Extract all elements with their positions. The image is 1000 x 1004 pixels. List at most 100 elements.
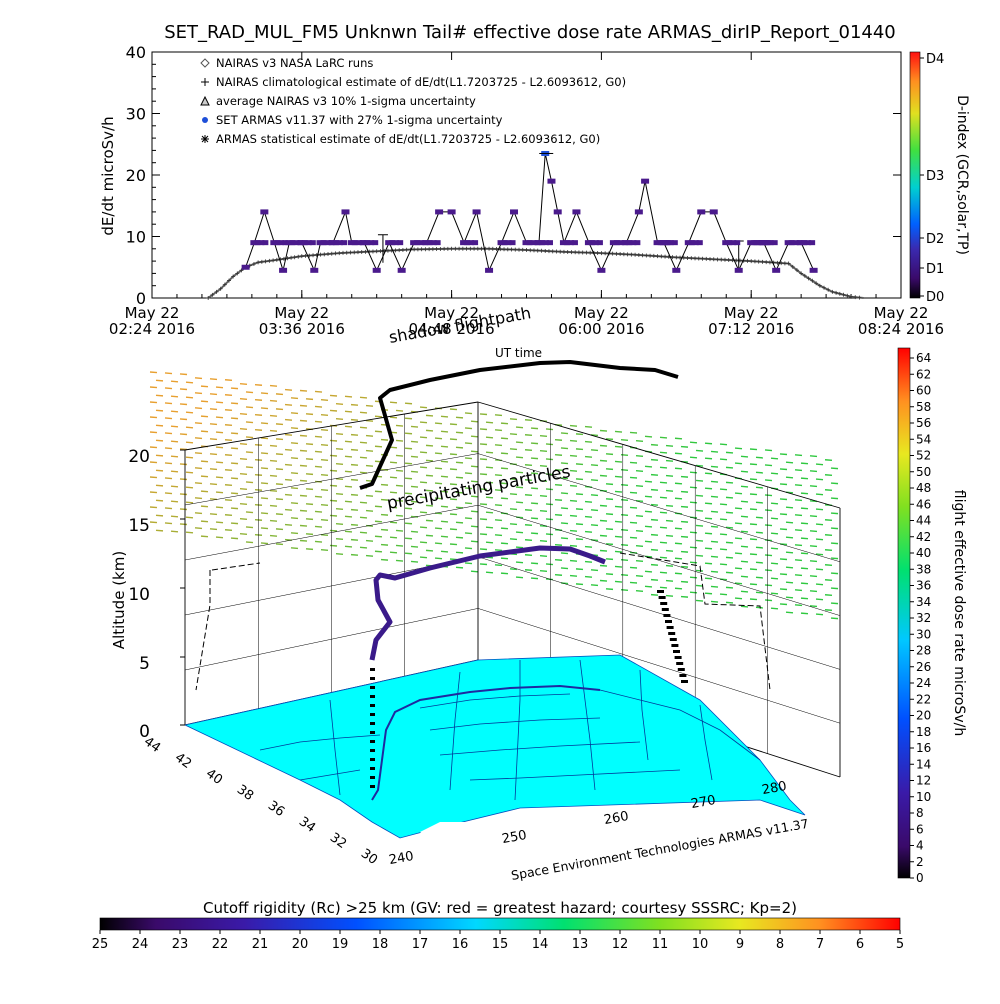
- particle-dash: [530, 577, 539, 580]
- armas-point: [597, 267, 606, 273]
- particle-dash: [704, 562, 713, 565]
- particle-dash: [695, 494, 704, 497]
- particle-dash: [674, 467, 683, 470]
- particle-dash: [284, 508, 293, 511]
- nairas-marker: [708, 257, 713, 262]
- nairas-marker: [271, 258, 276, 263]
- armas-point: [697, 209, 706, 215]
- armas-point: [351, 240, 358, 246]
- nairas-marker: [333, 251, 338, 256]
- armas-point: [430, 240, 437, 246]
- armas-series: [241, 150, 818, 273]
- particle-dash: [320, 534, 329, 537]
- particle-dash: [434, 527, 443, 530]
- nairas-marker: [239, 268, 244, 273]
- longitude-tick-label: 240: [388, 849, 415, 868]
- particle-dash: [800, 492, 809, 495]
- particle-dash: [599, 429, 608, 432]
- particle-dash: [320, 444, 329, 447]
- particle-dash: [215, 521, 224, 524]
- particle-dash: [449, 438, 458, 441]
- particle-dash: [605, 438, 614, 441]
- particle-dash: [620, 529, 629, 532]
- particle-dash: [575, 493, 584, 496]
- particle-dash: [269, 474, 278, 477]
- particle-dash: [824, 474, 833, 477]
- particle-dash: [275, 483, 284, 486]
- particle-dash: [569, 544, 578, 547]
- particle-dash: [605, 453, 614, 456]
- particle-dash: [680, 580, 689, 583]
- particle-dash: [209, 393, 218, 396]
- state-border-line: [599, 689, 761, 761]
- particle-dash: [755, 606, 764, 609]
- particle-dash: [314, 390, 323, 393]
- particle-dash: [344, 545, 353, 548]
- particle-dash: [389, 476, 398, 479]
- armas-point: [397, 267, 406, 273]
- armas-point: [293, 240, 300, 246]
- particle-dash: [560, 567, 569, 570]
- dose-tick-label: 22: [916, 692, 931, 706]
- nairas-marker: [374, 249, 379, 254]
- armas-point: [468, 240, 475, 246]
- particle-dash: [389, 461, 398, 464]
- particle-dash: [734, 597, 743, 600]
- particle-dash: [755, 456, 764, 459]
- particle-dash: [170, 395, 179, 398]
- armas-point: [634, 240, 641, 246]
- particle-dash: [305, 413, 314, 416]
- nairas-marker: [318, 252, 323, 257]
- particle-dash: [305, 533, 314, 536]
- particle-dash: [779, 513, 788, 516]
- dose-tick-label: 20: [916, 709, 931, 723]
- particle-dash: [335, 477, 344, 480]
- particle-dash: [530, 502, 539, 505]
- dose-colorbar: 0246810121416182022242628303234363840424…: [897, 347, 967, 885]
- particle-dash: [689, 546, 698, 549]
- nairas-marker: [235, 271, 240, 276]
- particle-dash: [359, 411, 368, 414]
- particle-dash: [449, 423, 458, 426]
- particle-dash: [830, 467, 839, 470]
- particle-dash: [149, 506, 158, 509]
- dose-tick-label: 62: [916, 367, 931, 381]
- particle-dash: [479, 488, 488, 491]
- particle-dash: [605, 483, 614, 486]
- particle-dash: [704, 457, 713, 460]
- longitude-tick-label: 260: [603, 809, 630, 828]
- particle-dash: [479, 413, 488, 416]
- particle-dash: [659, 541, 668, 544]
- particle-dash: [650, 578, 659, 581]
- nairas-marker: [289, 255, 294, 260]
- particle-dash: [275, 528, 284, 531]
- armas-point: [617, 240, 624, 246]
- particle-dash: [305, 488, 314, 491]
- particle-dash: [380, 558, 389, 561]
- particle-dash: [674, 587, 683, 590]
- particle-dash: [725, 511, 734, 514]
- nairas-marker: [543, 248, 548, 253]
- particle-dash: [434, 422, 443, 425]
- particle-dash: [299, 509, 308, 512]
- particle-dash: [500, 437, 509, 440]
- particle-dash: [440, 520, 449, 523]
- particle-dash: [314, 510, 323, 513]
- particle-dash: [479, 518, 488, 521]
- armas-point: [613, 240, 620, 246]
- particle-dash: [425, 459, 434, 462]
- particle-dash: [440, 550, 449, 553]
- particle-dash: [470, 435, 479, 438]
- particle-dash: [560, 447, 569, 450]
- particle-dash: [215, 416, 224, 419]
- particle-dash: [734, 552, 743, 555]
- particle-dash: [644, 570, 653, 573]
- particle-dash: [389, 536, 398, 539]
- nairas-marker: [734, 258, 739, 263]
- particle-dash: [275, 498, 284, 501]
- nairas-marker: [222, 282, 227, 287]
- particle-dash: [194, 407, 203, 410]
- particle-dash: [404, 537, 413, 540]
